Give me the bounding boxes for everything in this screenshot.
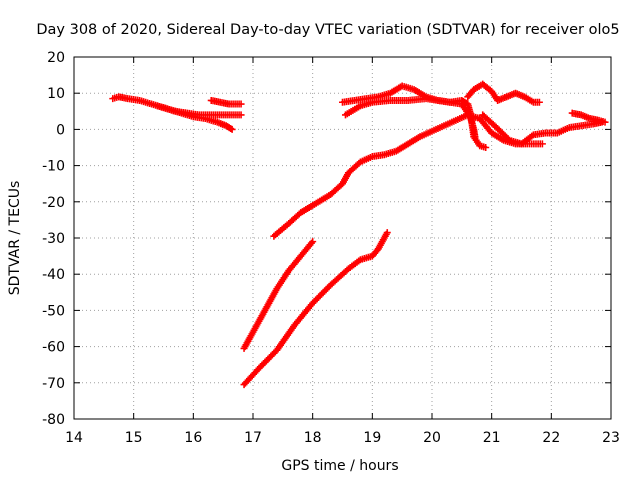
grid — [74, 57, 611, 419]
y-tick-label: -50 — [42, 303, 65, 319]
series-markers — [207, 96, 245, 108]
y-tick-label: 20 — [47, 50, 65, 66]
y-tick-label: -80 — [42, 412, 65, 428]
y-tick-label: 10 — [47, 86, 65, 102]
y-tick-label: -20 — [42, 195, 65, 211]
y-tick-label: -40 — [42, 267, 65, 283]
x-tick-label: 18 — [304, 430, 322, 446]
series-markers — [464, 80, 543, 106]
series-layer — [109, 80, 609, 389]
y-tick-label: -30 — [42, 231, 65, 247]
y-tick-label: -60 — [42, 340, 65, 356]
x-tick-label: 14 — [65, 430, 83, 446]
y-tick-label: -70 — [42, 376, 65, 392]
series-markers — [270, 111, 546, 240]
series-arc-4 — [240, 238, 317, 352]
y-tick-label: 0 — [56, 122, 65, 138]
chart-title: Day 308 of 2020, Sidereal Day-to-day VTE… — [36, 22, 619, 38]
x-tick-label: 22 — [542, 430, 560, 446]
series-markers — [154, 102, 236, 133]
x-tick-label: 17 — [244, 430, 262, 446]
series-arc-2 — [154, 102, 236, 133]
y-tick-label: -10 — [42, 159, 65, 175]
series-arc-6 — [270, 111, 546, 240]
series-markers — [479, 111, 606, 148]
series-arc-5 — [240, 229, 391, 389]
x-tick-label: 15 — [125, 430, 143, 446]
series-markers — [568, 109, 609, 126]
series-markers — [240, 229, 391, 389]
series-markers — [341, 95, 479, 141]
x-tick-label: 23 — [602, 430, 620, 446]
x-tick-label: 21 — [483, 430, 501, 446]
x-tick-label: 19 — [363, 430, 381, 446]
y-axis: -80 -70 -60 -50 -40 -30 -20 -10 0 10 20 — [42, 50, 611, 428]
x-tick-label: 20 — [423, 430, 441, 446]
series-arc-11 — [568, 109, 609, 126]
series-arc-8 — [341, 95, 479, 141]
series-arc-10 — [479, 111, 606, 148]
x-axis: 14 15 16 17 18 19 20 21 22 23 — [65, 57, 620, 446]
series-arc-9 — [464, 80, 543, 106]
x-tick-label: 16 — [184, 430, 202, 446]
x-axis-label: GPS time / hours — [281, 458, 398, 474]
series-arc-3 — [207, 96, 245, 108]
y-axis-label: SDTVAR / TECUs — [7, 181, 23, 296]
series-markers — [240, 238, 317, 352]
